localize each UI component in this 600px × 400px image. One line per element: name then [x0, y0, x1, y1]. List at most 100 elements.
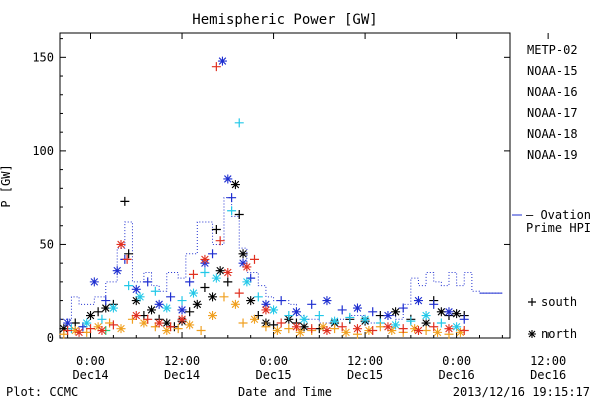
south-point	[93, 307, 103, 317]
north-point	[421, 318, 431, 328]
north-point	[387, 326, 397, 336]
north-point	[330, 316, 340, 326]
x-tick-time: 12:00	[347, 354, 383, 368]
north-point	[131, 296, 141, 306]
south-point	[219, 292, 229, 302]
north-point	[272, 326, 282, 336]
north-point	[452, 322, 462, 332]
south-point	[337, 322, 347, 332]
north-point	[135, 292, 145, 302]
north-point	[360, 314, 370, 324]
north-point	[261, 305, 271, 315]
south-point	[215, 236, 225, 246]
south-point	[234, 118, 244, 128]
south-point	[238, 318, 248, 328]
data-points	[59, 56, 469, 339]
south-point	[166, 292, 176, 302]
north-point	[139, 318, 149, 328]
north-point	[238, 258, 248, 268]
south-point	[276, 296, 286, 306]
south-point	[227, 206, 237, 216]
north-point	[322, 326, 332, 336]
y-axis-ticks: 0 50 100 150	[32, 38, 510, 345]
ovation-label-line1: – Ovation	[526, 208, 591, 222]
ovation-legend: – Ovation Prime HPI	[512, 208, 591, 235]
north-point	[246, 296, 256, 306]
south-point	[398, 303, 408, 313]
south-point	[269, 320, 279, 330]
south-point	[253, 311, 263, 321]
x-axis-ticks: 0:00Dec1412:00Dec140:00Dec1512:00Dec150:…	[67, 33, 566, 382]
x-tick-date: Dec16	[439, 368, 475, 382]
south-point	[284, 324, 294, 334]
south-point	[234, 288, 244, 298]
south-point	[368, 307, 378, 317]
north-point	[391, 307, 401, 317]
north-marker-icon	[528, 330, 536, 338]
south-point	[421, 326, 431, 336]
south-point	[337, 305, 347, 315]
north-point	[116, 239, 126, 249]
north-point	[341, 327, 351, 337]
south-point	[173, 324, 183, 334]
north-point	[185, 320, 195, 330]
south-point	[150, 286, 160, 296]
south-point	[105, 318, 115, 328]
south-point	[196, 326, 206, 336]
south-point	[143, 314, 153, 324]
x-tick-time: 0:00	[259, 354, 288, 368]
marker-legend: south north	[528, 295, 577, 341]
south-point	[307, 324, 317, 334]
y-axis-label: P [GW]	[0, 164, 13, 207]
north-point	[208, 292, 218, 302]
south-point	[63, 326, 73, 336]
north-point	[74, 327, 84, 337]
north-point	[433, 327, 443, 337]
north-point	[211, 273, 221, 283]
north-point	[217, 56, 227, 66]
south-point	[459, 314, 469, 324]
x-axis-label: Date and Time	[238, 385, 332, 399]
south-point	[375, 322, 385, 332]
south-point	[124, 281, 134, 291]
ovation-label-line2: Prime HPI	[526, 221, 591, 235]
north-point	[70, 326, 80, 336]
north-point	[177, 314, 187, 324]
x-tick-time: 12:00	[164, 354, 200, 368]
south-point	[253, 292, 263, 302]
south-point	[59, 329, 69, 339]
north-point	[261, 299, 271, 309]
south-point	[223, 277, 233, 287]
legend-entry: NOAA-17	[527, 106, 578, 120]
south-point	[200, 268, 210, 278]
north-point	[86, 311, 96, 321]
south-point	[188, 269, 198, 279]
north-point	[112, 266, 122, 276]
north-point	[421, 311, 431, 321]
north-point	[383, 322, 393, 332]
north-point	[410, 324, 420, 334]
south-point	[185, 277, 195, 287]
north-point	[242, 277, 252, 287]
north-point	[455, 327, 465, 337]
south-marker-icon	[528, 298, 536, 306]
marker-legend-label: north	[541, 327, 577, 341]
south-point	[143, 277, 153, 287]
north-point	[215, 266, 225, 276]
south-point	[459, 326, 469, 336]
south-point	[66, 324, 76, 334]
north-point	[162, 318, 172, 328]
north-point	[223, 268, 233, 278]
south-point	[200, 282, 210, 292]
north-point	[322, 296, 332, 306]
north-point	[436, 307, 446, 317]
south-point	[330, 324, 340, 334]
south-point	[82, 327, 92, 337]
south-point	[86, 324, 96, 334]
south-point	[345, 312, 355, 322]
north-point	[352, 303, 362, 313]
south-point	[314, 324, 324, 334]
legend-entry: NOAA-15	[527, 64, 578, 78]
north-point	[82, 318, 92, 328]
